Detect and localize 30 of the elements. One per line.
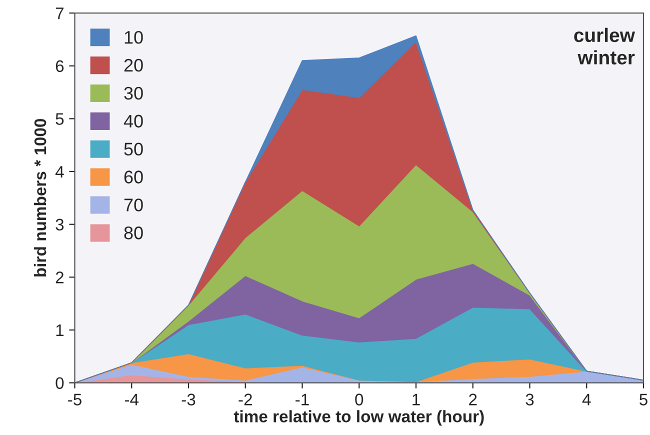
y-tick-label: 4 [55, 166, 64, 178]
legend-label: 50 [124, 142, 143, 156]
x-tick-label: -5 [68, 394, 82, 406]
x-tick-label: -4 [124, 394, 139, 406]
y-axis-title: bird numbers * 1000 [34, 118, 46, 276]
y-tick-label: 7 [56, 8, 64, 20]
annotation: curlew winter [574, 28, 636, 64]
legend-label: 20 [124, 58, 143, 72]
y-tick-label: 0 [56, 377, 64, 390]
y-tick-label: 1 [56, 324, 64, 336]
x-tick-label: 2 [469, 394, 477, 406]
legend-label: 60 [124, 170, 143, 184]
legend-label: 10 [124, 30, 143, 44]
x-tick-label: -2 [238, 394, 252, 406]
x-tick-label: 1 [412, 394, 420, 406]
x-tick-label: -1 [296, 394, 309, 406]
legend-label: 40 [124, 114, 143, 128]
legend-label: 70 [124, 198, 143, 212]
y-tick-label: 3 [56, 218, 64, 231]
x-tick-label: -3 [182, 394, 196, 406]
x-tick-label: 3 [526, 394, 534, 406]
x-tick-label: 5 [640, 394, 648, 406]
y-tick-label: 6 [56, 60, 64, 72]
y-tick-label: 5 [56, 113, 64, 125]
x-tick-label: 0 [355, 394, 364, 406]
legend-label: 30 [124, 86, 143, 100]
legend-label: 80 [124, 226, 143, 240]
x-axis-title: time relative to low water (hour) [234, 410, 484, 426]
x-tick-label: 4 [582, 394, 591, 406]
y-tick-label: 2 [56, 272, 64, 284]
